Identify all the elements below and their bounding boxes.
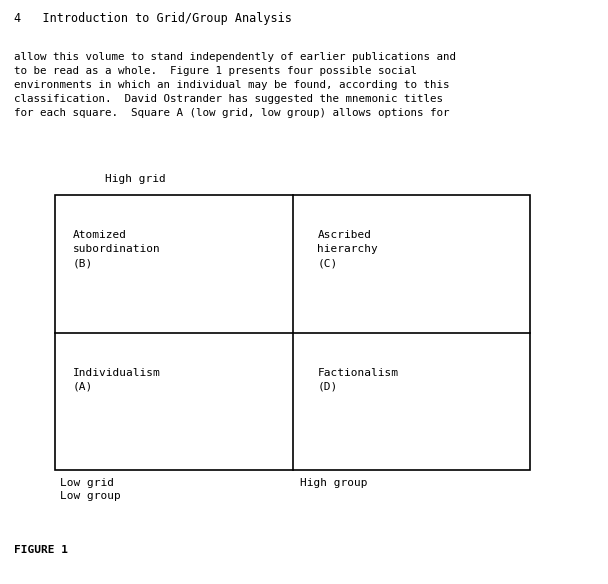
Text: High group: High group [300, 478, 367, 488]
Text: Individualism
(A): Individualism (A) [73, 367, 161, 391]
Text: Low grid
Low group: Low grid Low group [60, 478, 121, 501]
Text: allow this volume to stand independently of earlier publications and
to be read : allow this volume to stand independently… [14, 52, 456, 118]
Text: Ascribed
hierarchy
(C): Ascribed hierarchy (C) [317, 230, 378, 268]
Text: Atomized
subordination
(B): Atomized subordination (B) [73, 230, 161, 268]
Text: 4   Introduction to Grid/Group Analysis: 4 Introduction to Grid/Group Analysis [14, 12, 292, 25]
Bar [55, 195, 530, 470]
Text: FIGURE 1: FIGURE 1 [14, 545, 68, 555]
Text: Factionalism
(D): Factionalism (D) [317, 367, 398, 391]
Text: High grid: High grid [105, 174, 166, 184]
